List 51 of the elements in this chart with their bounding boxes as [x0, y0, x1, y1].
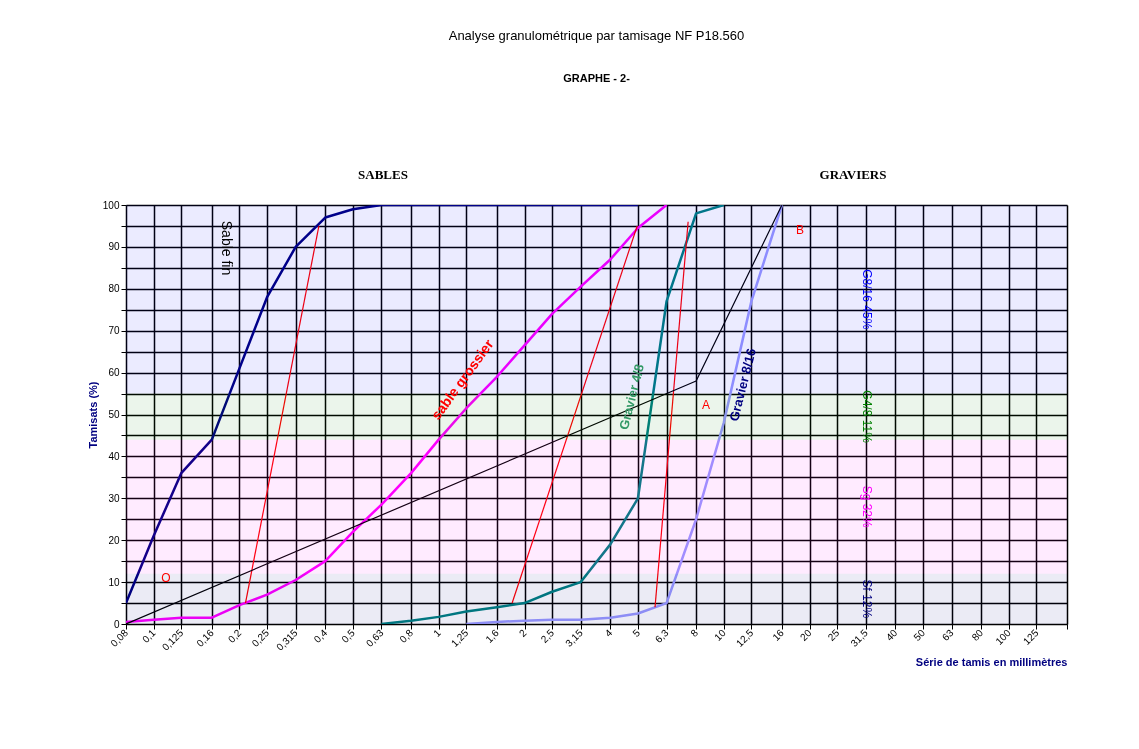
x-tick-label: 16 [770, 626, 787, 643]
band-label: Sf 12% [860, 579, 874, 619]
annotation: O [161, 571, 171, 585]
x-tick-label: 0,8 [397, 626, 416, 645]
annotation: Gravier 8/16 [726, 346, 759, 423]
x-tick-label: 2 [516, 626, 529, 639]
x-tick-label: 100 [993, 626, 1014, 647]
text: SABLES [358, 167, 408, 182]
x-tick-label: 2,5 [538, 626, 557, 645]
y-tick-label: 100 [102, 199, 120, 211]
x-tick-label: 4 [602, 626, 615, 639]
x-tick-label: 125 [1020, 626, 1041, 647]
y-tick-label: 60 [108, 367, 120, 379]
annotation: Sable fin [219, 220, 235, 276]
text: GRAVIERS [819, 167, 887, 182]
y-tick-label: 20 [108, 534, 120, 546]
annotation: B [795, 223, 805, 237]
x-tick-label: 0,5 [339, 626, 358, 645]
x-axis-title: Série de tamis en millimètres [915, 655, 1068, 668]
x-tick-label: 6,3 [652, 626, 671, 645]
y-tick-label: 80 [108, 283, 120, 295]
x-tick-label: 0,4 [311, 626, 330, 645]
x-tick-label: 5 [630, 626, 643, 639]
y-tick-label: 30 [108, 492, 120, 504]
x-tick-label: 25 [825, 626, 842, 643]
y-axis-title: Tamisats (%) [86, 381, 99, 449]
band-label: G8/16 45% [860, 269, 874, 330]
annotation: Gravier 4/8 [616, 362, 647, 432]
y-tick-label: 10 [108, 576, 120, 588]
x-tick-label: 40 [883, 626, 900, 643]
x-tick-label: 10 [712, 626, 729, 643]
x-tick-label: 1 [431, 626, 444, 639]
x-tick-label: 1,6 [483, 626, 502, 645]
chart-title: Analyse granulométrique par tamisage NF P18.560 [448, 28, 745, 43]
x-tick-label: 63 [940, 626, 956, 643]
annotation: A [701, 398, 711, 412]
y-tick-label: 0 [113, 618, 120, 630]
x-tick-label: 0,16 [194, 626, 217, 649]
band-label: G4/8 11% [860, 390, 874, 444]
band-label: Sg 32% [860, 485, 874, 529]
x-tick-label: 80 [969, 626, 986, 643]
x-tick-label: 20 [797, 626, 814, 643]
y-tick-label: 50 [108, 409, 120, 420]
y-tick-label: 40 [108, 450, 120, 462]
x-tick-label: 0,1 [140, 626, 158, 645]
x-tick-label: 8 [688, 626, 701, 639]
y-tick-label: 90 [108, 241, 120, 253]
chart-subtitle: GRAPHE - 2- [563, 72, 631, 84]
x-tick-label: 50 [911, 626, 928, 643]
y-tick-label: 70 [108, 325, 120, 337]
x-tick-label: 0,2 [225, 626, 244, 645]
